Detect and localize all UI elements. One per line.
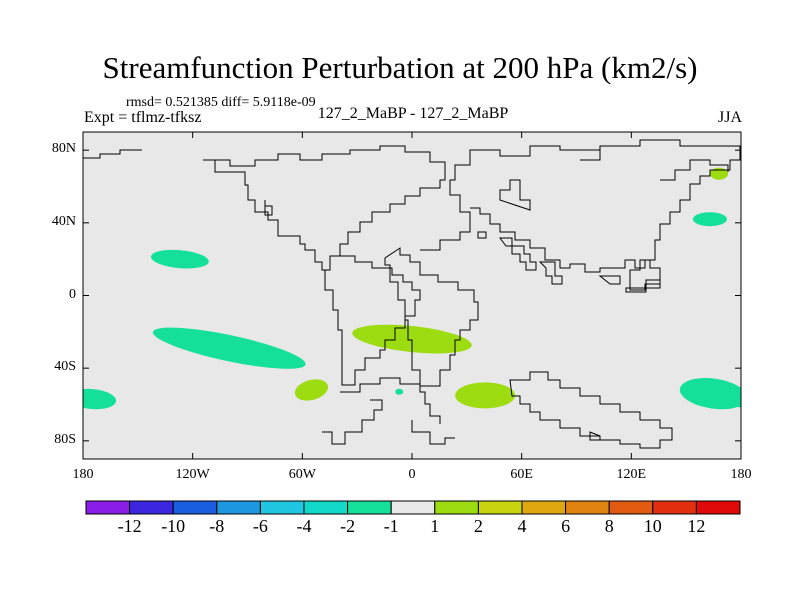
x-axis-ticks bbox=[82, 132, 742, 459]
colorbar-swatch bbox=[259, 500, 305, 515]
colorbar-swatch bbox=[172, 500, 218, 515]
colorbar-label: -4 bbox=[296, 516, 312, 536]
colorbar-label: 10 bbox=[643, 516, 662, 536]
colorbar-swatch bbox=[347, 500, 392, 515]
x-tick-label: 120W bbox=[175, 467, 210, 482]
anomaly-patch-north-west-pacific bbox=[692, 212, 727, 227]
y-tick-label: 80N bbox=[51, 141, 76, 157]
x-tick-label: 180 bbox=[72, 467, 94, 482]
y-tick-label: 80S bbox=[54, 431, 76, 447]
colorbar-swatch bbox=[85, 500, 131, 515]
y-tick-label: 40S bbox=[54, 359, 76, 375]
anomaly-patch-south-pacific-band bbox=[152, 327, 306, 369]
colorbar-label: -2 bbox=[340, 516, 356, 536]
colorbar bbox=[85, 500, 741, 515]
x-tick-label: 180 bbox=[730, 467, 752, 482]
colorbar-swatch bbox=[434, 500, 479, 515]
anomaly-patch-southern-ocean-west-edge-wrap bbox=[726, 388, 741, 410]
colorbar-label: -8 bbox=[209, 516, 225, 536]
colorbar-label: 4 bbox=[517, 516, 527, 536]
anomaly-patch-south-atlantic-east bbox=[352, 324, 472, 354]
anomaly-patch-north-pacific-tropics bbox=[150, 249, 209, 269]
y-tick-label: 40N bbox=[51, 213, 76, 229]
x-tick-label: 120E bbox=[616, 467, 647, 482]
colorbar-label: 12 bbox=[687, 516, 706, 536]
colorbar-swatch bbox=[477, 500, 523, 515]
map-background bbox=[83, 132, 741, 459]
anomaly-patch-bering-sea bbox=[710, 167, 729, 180]
anomaly-patch-south-atlantic-west bbox=[294, 379, 329, 401]
y-axis-ticks bbox=[83, 149, 741, 442]
y-tick-label: 0 bbox=[69, 286, 76, 302]
plot-title: Streamfunction Perturbation at 200 hPa (… bbox=[102, 50, 698, 85]
anomaly-patch-south-indian bbox=[455, 382, 516, 409]
colorbar-swatch bbox=[303, 500, 349, 515]
colorbar-label: 1 bbox=[430, 516, 440, 536]
colorbar-swatch bbox=[521, 500, 567, 515]
colorbar-swatch bbox=[565, 500, 610, 515]
season-label: JJA bbox=[717, 109, 742, 126]
anomaly-patches bbox=[83, 167, 741, 410]
colorbar-label: -6 bbox=[252, 516, 268, 536]
colorbar-swatch bbox=[216, 500, 261, 515]
colorbar-label: 2 bbox=[473, 516, 483, 536]
colorbar-swatch bbox=[695, 500, 741, 515]
colorbar-label: -1 bbox=[383, 516, 399, 536]
anomaly-patch-southern-ocean-west-edge bbox=[83, 388, 117, 410]
colorbar-label: -12 bbox=[117, 516, 142, 536]
colorbar-swatch bbox=[390, 500, 436, 515]
x-tick-label: 60W bbox=[288, 467, 316, 482]
colorbar-label: -10 bbox=[161, 516, 186, 536]
anomaly-patch-drake-small bbox=[395, 388, 404, 395]
x-tick-label: 60E bbox=[510, 467, 533, 482]
colorbar-label: 8 bbox=[604, 516, 614, 536]
cases-label: 127_2_MaBP - 127_2_MaBP bbox=[317, 105, 509, 122]
stats-line: rmsd= 0.521385 diff= 5.9118e-09 bbox=[126, 95, 316, 110]
experiment-label: Expt = tflmz-tfksz bbox=[84, 109, 202, 126]
x-tick-label: 0 bbox=[408, 467, 416, 482]
colorbar-swatch bbox=[129, 500, 174, 515]
coastlines bbox=[83, 139, 741, 449]
colorbar-swatch bbox=[652, 500, 697, 515]
colorbar-label: 6 bbox=[561, 516, 571, 536]
colorbar-swatch bbox=[608, 500, 654, 515]
